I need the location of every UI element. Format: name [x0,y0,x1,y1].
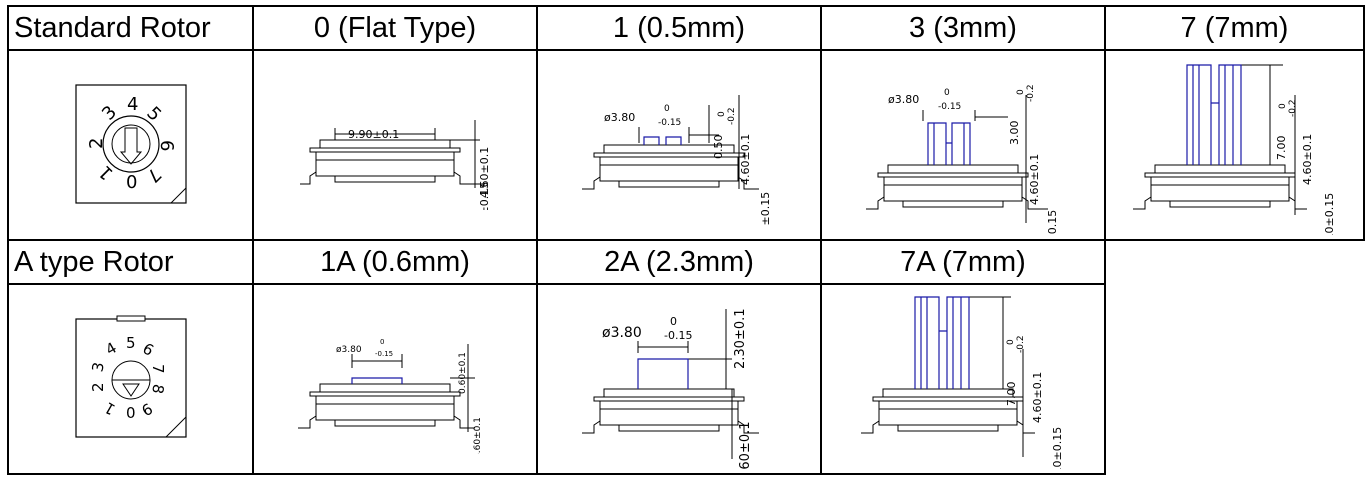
dial-label-2: 2 [86,138,107,149]
cell-rotor-3: ø3.80 0 -0.15 3.00 0 -0.2 4.60±0.1 0.10±… [820,49,1106,241]
svg-text:-0.2: -0.2 [727,107,737,125]
svg-text:4.60±0.1: 4.60±0.1 [739,134,752,185]
svg-text:4.60±0.1: 4.60±0.1 [1301,134,1314,185]
rotor-types-table: Standard Rotor 0 (Flat Type) 1 (0.5mm) 3… [7,5,1365,475]
svg-text:ø3.80: ø3.80 [888,93,919,106]
svg-text:-0.15: -0.15 [375,350,393,358]
rotor-7-diagram: 7.00 0 -0.2 4.60±0.1 0.10±0.15 [1132,64,1336,235]
dim-diameter: ø3.80 [604,111,635,124]
cell-rotor-2a: ø3.80 0 -0.15 2.30±0.1 4.60±0.1 [536,283,822,475]
header-a-type-rotor: A type Rotor [7,239,254,285]
svg-text:-0.2: -0.2 [1016,335,1026,353]
dial-label-4: 4 [127,94,138,115]
rotor-7a-diagram: 7.00 0 -0.2 4.60±0.1 0.10±0.15 [861,296,1064,469]
svg-text:-0.15: -0.15 [658,118,681,128]
cell-rotor-7a: 7.00 0 -0.2 4.60±0.1 0.10±0.15 [820,283,1106,475]
svg-text:0: 0 [380,338,384,346]
svg-text:-0.2: -0.2 [1288,99,1298,117]
svg-text:0.10±0.15: 0.10±0.15 [1046,210,1059,235]
cell-standard-rotor: 4 5 6 7 0 1 2 3 [7,49,254,241]
svg-text:ø3.80: ø3.80 [602,325,642,341]
header-rotor-7: 7 (7mm) [1104,5,1365,51]
dim-width: 9.90±0.1 [348,128,399,141]
rotor-1-diagram: ø3.80 0 -0.15 0.50 0 -0.2 4.60±0.1 0.10±… [582,95,772,225]
empty-cell [1105,240,1364,474]
svg-text:7.00: 7.00 [1005,382,1018,407]
dim-standoff: 0.10±0.15 [478,182,491,210]
dim-height: 4.60±0.1 [478,147,491,198]
svg-text:0.10±0.15: 0.10±0.15 [1051,427,1064,469]
svg-text:3.00: 3.00 [1008,121,1021,146]
svg-text:2.30±0.1: 2.30±0.1 [733,308,748,369]
rotor-3-diagram: ø3.80 0 -0.15 3.00 0 -0.2 4.60±0.1 0.10±… [866,84,1059,235]
header-rotor-3: 3 (3mm) [820,5,1106,51]
svg-text:0: 0 [1016,89,1026,95]
svg-text:4.60±0.1: 4.60±0.1 [738,421,753,469]
a-type-rotor-diagram: 4 5 6 7 8 9 0 1 2 3 [74,315,187,438]
svg-text:3: 3 [88,361,107,374]
svg-text:0.50: 0.50 [712,135,725,160]
header-rotor-7a: 7A (7mm) [820,239,1106,285]
svg-text:7.00: 7.00 [1275,136,1288,161]
svg-text:0: 0 [126,404,136,422]
svg-text:4.60±0.1: 4.60±0.1 [473,417,483,454]
dial-label-0: 0 [126,172,137,193]
svg-text:0: 0 [664,104,670,114]
svg-text:5: 5 [126,334,136,352]
flat-type-diagram: 9.90±0.1 4.60±0.1 0.10±0.15 [300,120,491,210]
svg-text:4.60±0.1: 4.60±0.1 [1028,154,1041,205]
svg-text:0: 0 [670,315,677,328]
header-rotor-1: 1 (0.5mm) [536,5,822,51]
standard-rotor-diagram: 4 5 6 7 0 1 2 3 [74,84,187,204]
header-standard-rotor: Standard Rotor [7,5,254,51]
svg-text:0.60±0.1: 0.60±0.1 [458,352,468,394]
cell-rotor-1a: ø3.80 0 -0.15 0.60±0.1 4.60±0.1 [252,283,538,475]
svg-text:2: 2 [89,382,107,392]
header-row-a-type: A type Rotor 1A (0.6mm) 2A (2.3mm) 7A (7… [7,239,1364,285]
svg-text:4.60±0.1: 4.60±0.1 [1031,372,1044,423]
svg-text:0.10±0.15: 0.10±0.15 [1323,193,1336,235]
svg-text:8: 8 [148,383,167,396]
cell-rotor-7: 7.00 0 -0.2 4.60±0.1 0.10±0.15 [1104,49,1365,241]
svg-text:0: 0 [717,111,727,117]
svg-text:7: 7 [149,364,167,374]
figure-row-a-type: 4 5 6 7 8 9 0 1 2 3 [7,283,1364,475]
cell-a-type-rotor: 4 5 6 7 8 9 0 1 2 3 [7,283,254,475]
figure-row-standard: 4 5 6 7 0 1 2 3 [7,49,1365,241]
svg-text:-0.2: -0.2 [1026,84,1036,102]
header-row-standard: Standard Rotor 0 (Flat Type) 1 (0.5mm) 3… [7,5,1365,51]
svg-text:-0.15: -0.15 [938,102,961,112]
header-flat-type: 0 (Flat Type) [252,5,538,51]
svg-text:0: 0 [1006,339,1016,345]
svg-text:-0.15: -0.15 [664,329,692,342]
rotor-2a-diagram: ø3.80 0 -0.15 2.30±0.1 4.60±0.1 [582,308,759,469]
svg-text:0: 0 [944,88,950,98]
header-rotor-2a: 2A (2.3mm) [536,239,822,285]
cell-flat-type: 9.90±0.1 4.60±0.1 0.10±0.15 [252,49,538,241]
header-rotor-1a: 1A (0.6mm) [252,239,538,285]
svg-text:0: 0 [1278,103,1288,109]
svg-text:ø3.80: ø3.80 [336,345,362,355]
svg-text:0.10±0.15: 0.10±0.15 [759,192,772,225]
cell-rotor-1: ø3.80 0 -0.15 0.50 0 -0.2 4.60±0.1 0.10±… [536,49,822,241]
rotor-1a-diagram: ø3.80 0 -0.15 0.60±0.1 4.60±0.1 [298,338,483,454]
dial-label-6: 6 [156,140,177,151]
